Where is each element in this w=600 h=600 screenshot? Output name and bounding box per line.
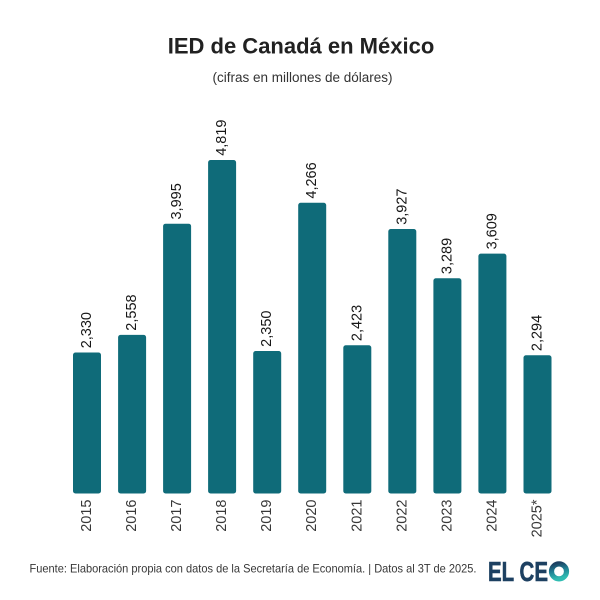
- svg-text:4,819: 4,819: [214, 120, 230, 156]
- svg-text:(cifras en millones de dólares: (cifras en millones de dólares): [212, 70, 392, 85]
- svg-text:2024: 2024: [484, 500, 500, 532]
- svg-text:IED de Canadá en México: IED de Canadá en México: [168, 34, 435, 59]
- svg-text:2,350: 2,350: [259, 311, 275, 347]
- svg-text:2025*: 2025*: [530, 499, 546, 537]
- svg-text:EL CE: EL CE: [488, 556, 548, 587]
- svg-text:2021: 2021: [349, 500, 365, 532]
- svg-text:2022: 2022: [394, 500, 410, 532]
- svg-text:3,995: 3,995: [169, 183, 185, 219]
- svg-text:2017: 2017: [169, 500, 185, 532]
- svg-text:2,558: 2,558: [124, 294, 140, 330]
- svg-text:2,330: 2,330: [79, 312, 95, 348]
- svg-text:2015: 2015: [79, 500, 95, 532]
- svg-text:3,289: 3,289: [439, 238, 455, 274]
- svg-text:4,266: 4,266: [304, 162, 320, 198]
- svg-text:2018: 2018: [214, 500, 230, 532]
- svg-text:Fuente: Elaboración propia con: Fuente: Elaboración propia con datos de …: [30, 562, 477, 576]
- svg-text:2,294: 2,294: [530, 315, 546, 351]
- svg-text:2020: 2020: [304, 500, 320, 532]
- svg-text:2019: 2019: [259, 500, 275, 532]
- svg-text:2023: 2023: [439, 500, 455, 532]
- svg-text:3,609: 3,609: [484, 213, 500, 249]
- svg-text:3,927: 3,927: [394, 189, 410, 225]
- svg-text:2,423: 2,423: [349, 305, 365, 341]
- svg-text:2016: 2016: [124, 500, 140, 532]
